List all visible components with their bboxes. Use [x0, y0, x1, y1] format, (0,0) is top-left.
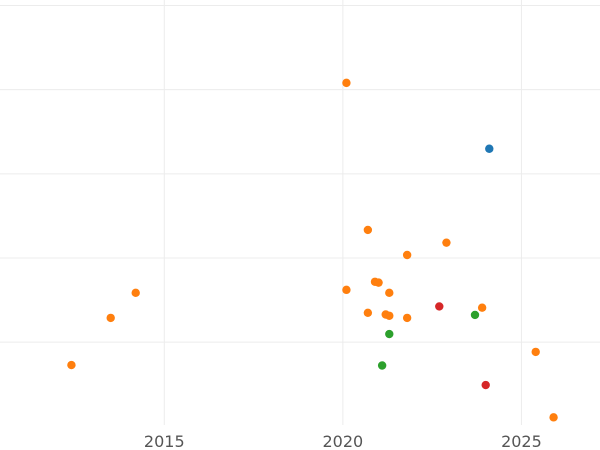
data-point [435, 302, 444, 311]
data-point [374, 278, 383, 287]
data-point [385, 329, 394, 339]
data-point [402, 250, 412, 260]
data-point [131, 288, 140, 298]
data-point [442, 238, 451, 247]
x-tick-label: 2020 [322, 432, 363, 450]
x-axis-ticks: 2015 2020 2025 [144, 432, 542, 450]
data-point [342, 285, 351, 295]
data-point [363, 225, 373, 235]
data-point [106, 313, 115, 323]
data-point [385, 311, 394, 320]
data-point [477, 303, 487, 312]
data-point [342, 78, 351, 88]
x-tick-label: 2015 [144, 432, 185, 450]
data-point [485, 144, 494, 153]
data-points [67, 78, 558, 422]
x-tick-label: 2025 [501, 432, 542, 450]
data-point [385, 288, 394, 298]
data-point [363, 308, 373, 317]
data-point [402, 313, 412, 323]
gridlines [0, 0, 600, 425]
data-point [67, 360, 76, 370]
data-point [377, 361, 387, 370]
data-point [549, 413, 558, 422]
data-point [531, 347, 540, 357]
data-point [481, 380, 490, 390]
data-point [470, 310, 480, 320]
